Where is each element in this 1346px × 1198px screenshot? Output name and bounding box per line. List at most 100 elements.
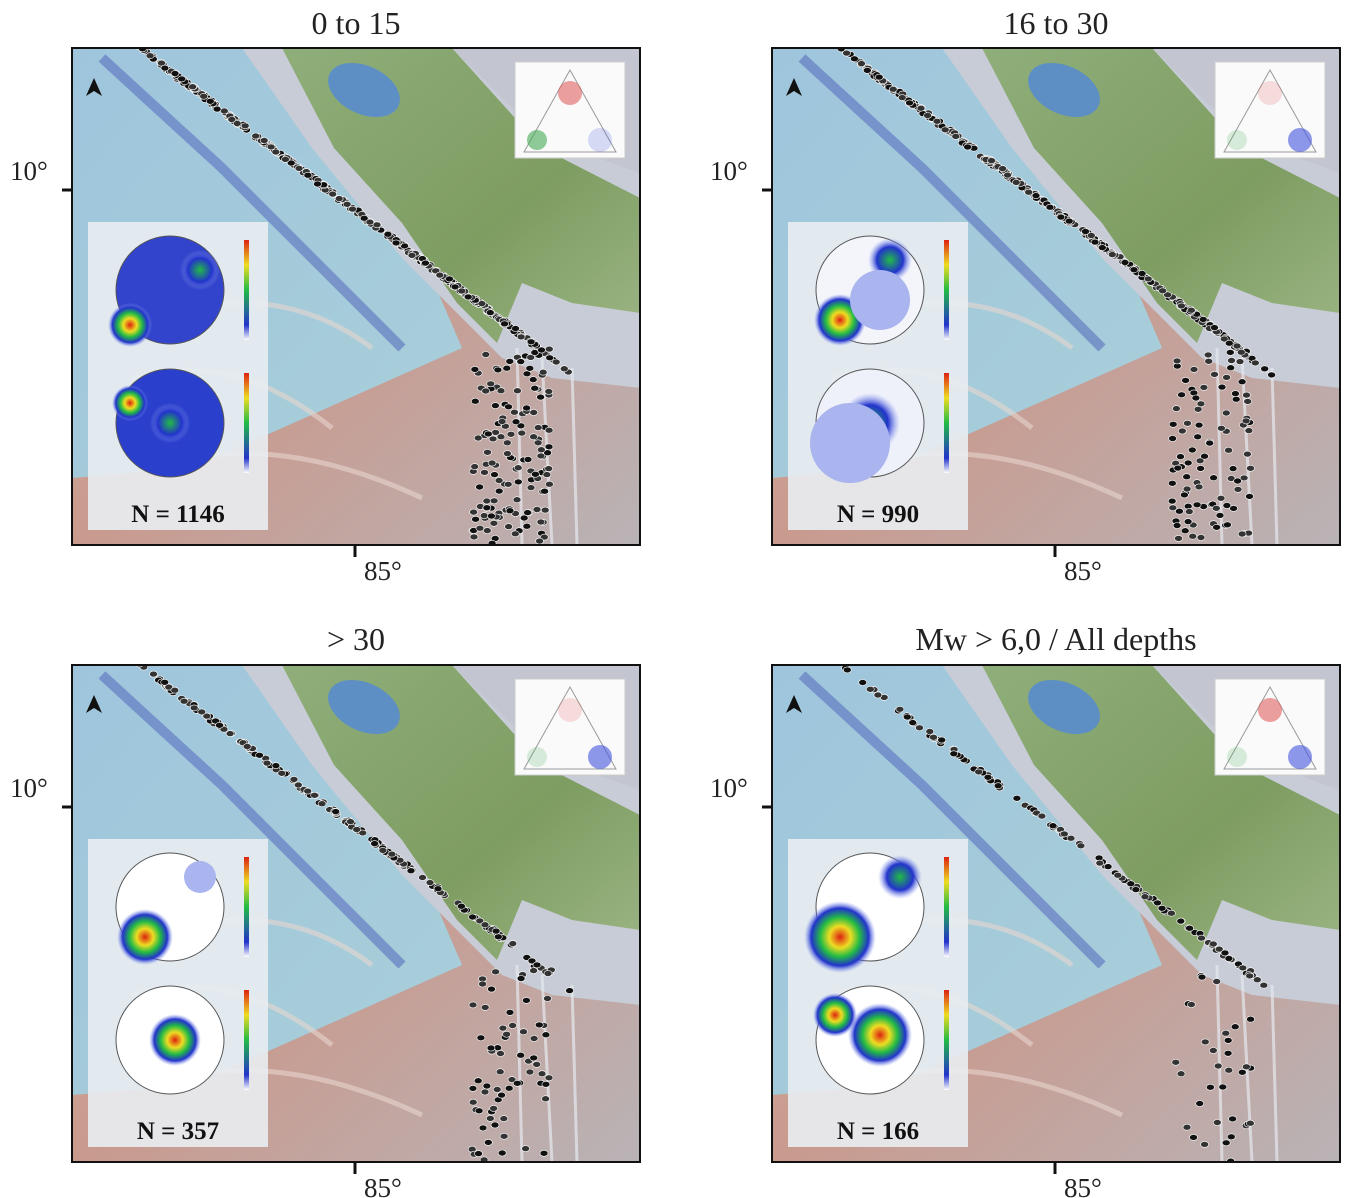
- earthquake: [1189, 533, 1197, 539]
- earthquake: [491, 1122, 499, 1128]
- earthquake: [545, 346, 553, 352]
- earthquake: [506, 1009, 514, 1015]
- earthquake: [1225, 447, 1233, 453]
- earthquake: [933, 118, 941, 124]
- earthquake: [421, 260, 429, 266]
- earthquake: [1231, 1024, 1239, 1030]
- earthquake: [512, 419, 520, 425]
- earthquake: [171, 687, 179, 693]
- earthquake: [999, 166, 1007, 172]
- earthquake: [1114, 872, 1122, 878]
- earthquake: [1038, 813, 1046, 819]
- earthquake: [1242, 1064, 1250, 1070]
- earthquake: [131, 40, 139, 46]
- earthquake: [470, 509, 478, 515]
- earthquake: [492, 969, 500, 975]
- earthquake: [252, 133, 260, 139]
- earthquake: [256, 752, 264, 758]
- earthquake: [497, 388, 505, 394]
- density-blob: [848, 1003, 912, 1067]
- lat-label: 10°: [710, 156, 748, 186]
- earthquake: [483, 498, 491, 504]
- earthquake: [445, 276, 453, 282]
- earthquake: [889, 86, 897, 92]
- earthquake: [1247, 465, 1255, 471]
- earthquake: [941, 127, 949, 133]
- earthquake: [1004, 172, 1012, 178]
- earthquake: [533, 962, 541, 968]
- earthquake: [950, 751, 958, 757]
- earthquake: [500, 1116, 508, 1122]
- earthquake: [541, 507, 549, 513]
- earthquake: [1169, 421, 1177, 427]
- earthquake: [522, 997, 530, 1003]
- ternary-points: [1288, 128, 1312, 152]
- earthquake: [1174, 465, 1182, 471]
- earthquake: [1096, 860, 1104, 866]
- earthquake: [226, 731, 234, 737]
- earthquake: [531, 385, 539, 391]
- earthquake: [1210, 475, 1218, 481]
- earthquake: [1260, 982, 1268, 988]
- earthquake: [542, 1096, 550, 1102]
- earthquake: [1225, 956, 1233, 962]
- earthquake: [1206, 440, 1214, 446]
- earthquake: [984, 774, 992, 780]
- ternary-points: [527, 130, 547, 150]
- earthquake: [1211, 371, 1219, 377]
- earthquake: [1183, 474, 1191, 480]
- earthquake: [542, 1032, 550, 1038]
- earthquake: [505, 404, 513, 410]
- earthquake: [263, 760, 271, 766]
- earthquake: [1232, 396, 1240, 402]
- earthquake: [542, 1081, 550, 1087]
- earthquake: [545, 466, 553, 472]
- earthquake: [537, 394, 545, 400]
- earthquake: [513, 388, 521, 394]
- earthquake: [1234, 478, 1242, 484]
- earthquake: [481, 1089, 489, 1095]
- lon-label: 85°: [364, 1173, 402, 1198]
- earthquake: [560, 366, 568, 372]
- earthquake: [491, 472, 499, 478]
- earthquake: [524, 510, 532, 516]
- earthquake: [1217, 495, 1225, 501]
- earthquake: [486, 310, 494, 316]
- earthquake: [536, 538, 544, 544]
- earthquake: [1186, 925, 1194, 931]
- earthquake: [216, 722, 224, 728]
- earthquake: [544, 971, 552, 977]
- earthquake: [1197, 465, 1205, 471]
- earthquake: [483, 528, 491, 534]
- earthquake: [1245, 428, 1253, 434]
- earthquake: [1158, 905, 1166, 911]
- earthquake: [1177, 454, 1185, 460]
- earthquake: [541, 488, 549, 494]
- earthquake: [1238, 531, 1246, 537]
- density-blob: [810, 403, 890, 483]
- earthquake: [490, 498, 498, 504]
- earthquake: [1177, 1071, 1185, 1077]
- earthquake: [1177, 303, 1185, 309]
- earthquake: [863, 67, 871, 73]
- earthquake: [408, 252, 416, 258]
- earthquake: [537, 447, 545, 453]
- earthquake: [1187, 1002, 1195, 1008]
- colorbar: [244, 857, 249, 957]
- earthquake: [198, 709, 206, 715]
- earthquake: [1223, 374, 1231, 380]
- earthquake: [1224, 1050, 1232, 1056]
- earthquake: [964, 144, 972, 150]
- earthquake: [1196, 1101, 1204, 1107]
- earthquake: [530, 968, 538, 974]
- earthquake: [499, 1025, 507, 1031]
- earthquake: [1243, 451, 1251, 457]
- panel-title: > 30: [327, 621, 385, 657]
- earthquake: [490, 520, 498, 526]
- density-blob: [149, 1014, 201, 1066]
- earthquake: [480, 513, 488, 519]
- density-blob: [108, 303, 152, 347]
- earthquake: [1222, 1030, 1230, 1036]
- earthquake: [1184, 420, 1192, 426]
- earthquake: [1247, 1016, 1255, 1022]
